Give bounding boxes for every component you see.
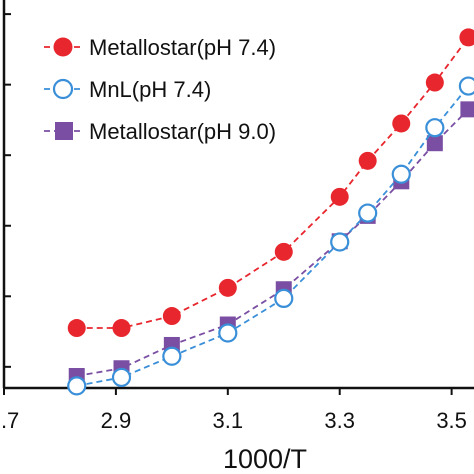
data-point: [67, 376, 87, 396]
data-point: [459, 28, 474, 47]
data-point: [111, 367, 132, 388]
legend-marker: [55, 122, 73, 140]
legend-item: Metallostar(pH 7.4): [44, 35, 276, 60]
data-point: [67, 319, 86, 338]
x-tick-label: 2.7: [0, 408, 19, 433]
data-point: [425, 118, 445, 138]
series-line: [76, 108, 470, 377]
data-point: [162, 346, 182, 366]
series-1: [67, 76, 474, 396]
data-point: [274, 242, 293, 261]
data-point: [460, 101, 474, 118]
legend-item: Metallostar(pH 9.0): [44, 119, 276, 144]
data-point: [218, 323, 238, 343]
data-point: [112, 319, 131, 338]
series-line: [76, 36, 470, 329]
series-line: [76, 85, 470, 387]
data-point: [274, 288, 294, 309]
x-tick-label: 2.9: [101, 408, 132, 433]
legend-label: MnL(pH 7.4): [89, 77, 211, 102]
data-point: [392, 114, 411, 133]
data-point: [426, 135, 443, 152]
legend-marker: [52, 78, 74, 100]
data-point: [162, 307, 181, 326]
x-axis-label: 1000/T: [223, 444, 307, 474]
x-axis-ticks: 2.7 2.9 3.1 3.3 3.5: [0, 388, 467, 433]
data-point: [458, 76, 474, 96]
data-point: [358, 203, 378, 223]
y-axis-ticks: [4, 13, 11, 368]
data-point: [358, 151, 377, 170]
legend-item: MnL(pH 7.4): [44, 77, 211, 102]
x-tick-label: 3.1: [213, 408, 244, 433]
x-tick-label: 3.5: [436, 408, 467, 433]
legend-label: Metallostar(pH 9.0): [89, 119, 276, 144]
legend: Metallostar(pH 7.4) MnL(pH 7.4) Metallosta…: [44, 35, 276, 144]
x-tick-label: 3.3: [324, 408, 355, 433]
data-point: [330, 232, 350, 252]
data-point: [330, 187, 349, 206]
data-point: [425, 73, 444, 92]
data-point: [391, 164, 411, 184]
series-0: [67, 28, 474, 338]
legend-marker: [53, 37, 73, 57]
legend-label: Metallostar(pH 7.4): [89, 35, 276, 60]
series-layer: [67, 28, 474, 396]
data-point: [218, 278, 237, 297]
